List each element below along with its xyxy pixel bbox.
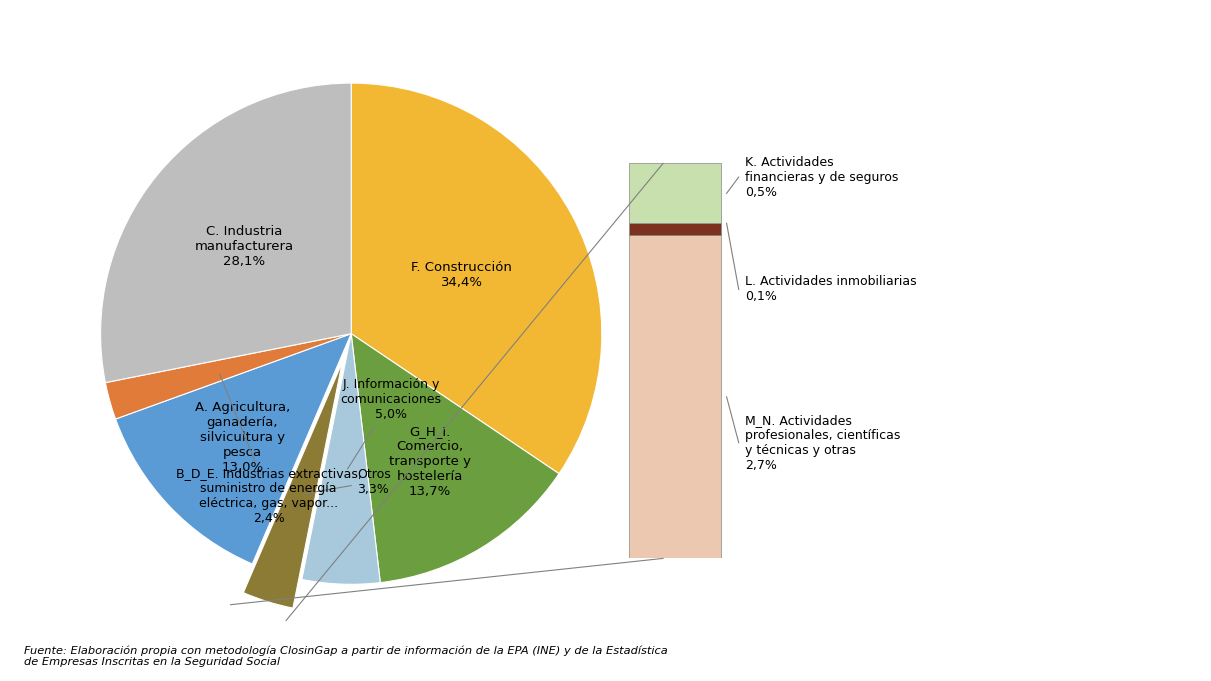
Text: Otros
3,3%: Otros 3,3%: [304, 468, 391, 496]
Text: Fuente: Elaboración propia con metodología ClosinGap a partir de información de : Fuente: Elaboración propia con metodolog…: [24, 646, 668, 667]
Text: L. Actividades inmobiliarias
0,1%: L. Actividades inmobiliarias 0,1%: [745, 275, 917, 304]
Wedge shape: [105, 334, 351, 419]
Text: K. Actividades
financieras y de seguros
0,5%: K. Actividades financieras y de seguros …: [745, 155, 899, 199]
Wedge shape: [101, 83, 351, 383]
Text: J. Información y
comunicaciones
5,0%: J. Información y comunicaciones 5,0%: [340, 379, 442, 469]
Text: F. Construcción
34,4%: F. Construcción 34,4%: [412, 261, 512, 289]
Wedge shape: [351, 83, 602, 474]
Wedge shape: [302, 334, 380, 584]
Bar: [629, 163, 722, 223]
Wedge shape: [351, 334, 559, 583]
Bar: [629, 235, 722, 558]
Text: M_N. Actividades
profesionales, científicas
y técnicas y otras
2,7%: M_N. Actividades profesionales, científi…: [745, 413, 900, 472]
Text: C. Industria
manufacturera
28,1%: C. Industria manufacturera 28,1%: [195, 225, 294, 268]
Text: B_D_E. Industrias extractivas,
suministro de energía
eléctrica, gas, vapor...
2,: B_D_E. Industrias extractivas, suministr…: [176, 374, 362, 524]
Text: G_H_I.
Comercio,
transporte y
hostelería
13,7%: G_H_I. Comercio, transporte y hostelería…: [389, 426, 471, 498]
Wedge shape: [243, 362, 343, 608]
Text: A. Agricultura,
ganadería,
silvicultura y
pesca
13,0%: A. Agricultura, ganadería, silvicultura …: [195, 401, 289, 474]
Wedge shape: [115, 334, 351, 564]
Bar: [629, 223, 722, 235]
